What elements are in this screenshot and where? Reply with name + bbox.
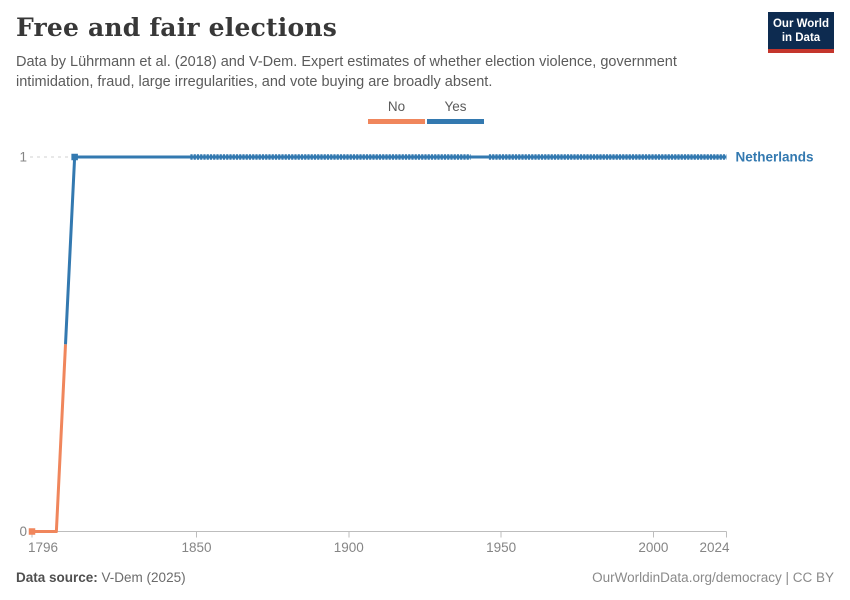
owid-logo-line2: in Data <box>781 32 821 44</box>
legend-label-yes: Yes <box>444 99 467 114</box>
data-source: Data source: V-Dem (2025) <box>16 570 186 585</box>
x-tick-label: 1950 <box>486 540 516 555</box>
series-label[interactable]: Netherlands <box>736 150 814 165</box>
credit-link[interactable]: OurWorldinData.org/democracy | CC BY <box>592 570 834 585</box>
x-tick-label: 1850 <box>181 540 211 555</box>
x-tick-label: 1900 <box>334 540 364 555</box>
point-marker[interactable] <box>71 153 78 161</box>
legend-item[interactable]: No <box>368 99 425 124</box>
x-tick-label: 1796 <box>28 540 58 555</box>
page-title: Free and fair elections <box>16 13 337 42</box>
y-tick-label: 1 <box>19 150 27 165</box>
legend: No Yes <box>368 99 484 124</box>
legend-swatch <box>368 119 425 124</box>
legend-swatch <box>427 119 484 124</box>
x-tick-label: 2024 <box>699 540 730 555</box>
chart-subtitle: Data by Lührmann et al. (2018) and V-Dem… <box>16 54 677 90</box>
series-line-netherlands[interactable] <box>32 344 68 533</box>
legend-label-no: No <box>387 99 406 114</box>
series-line-netherlands[interactable] <box>64 155 727 345</box>
point-marker[interactable] <box>28 528 36 535</box>
legend-item[interactable]: Yes <box>427 99 484 124</box>
y-tick-label: 0 <box>19 524 27 539</box>
x-tick-label: 2000 <box>638 540 668 555</box>
data-source-label: Data source: <box>16 570 98 585</box>
owid-logo-line1: Our World <box>772 18 829 30</box>
data-source-value: V-Dem (2025) <box>101 570 186 585</box>
owid-logo[interactable]: Our World in Data <box>768 12 834 53</box>
